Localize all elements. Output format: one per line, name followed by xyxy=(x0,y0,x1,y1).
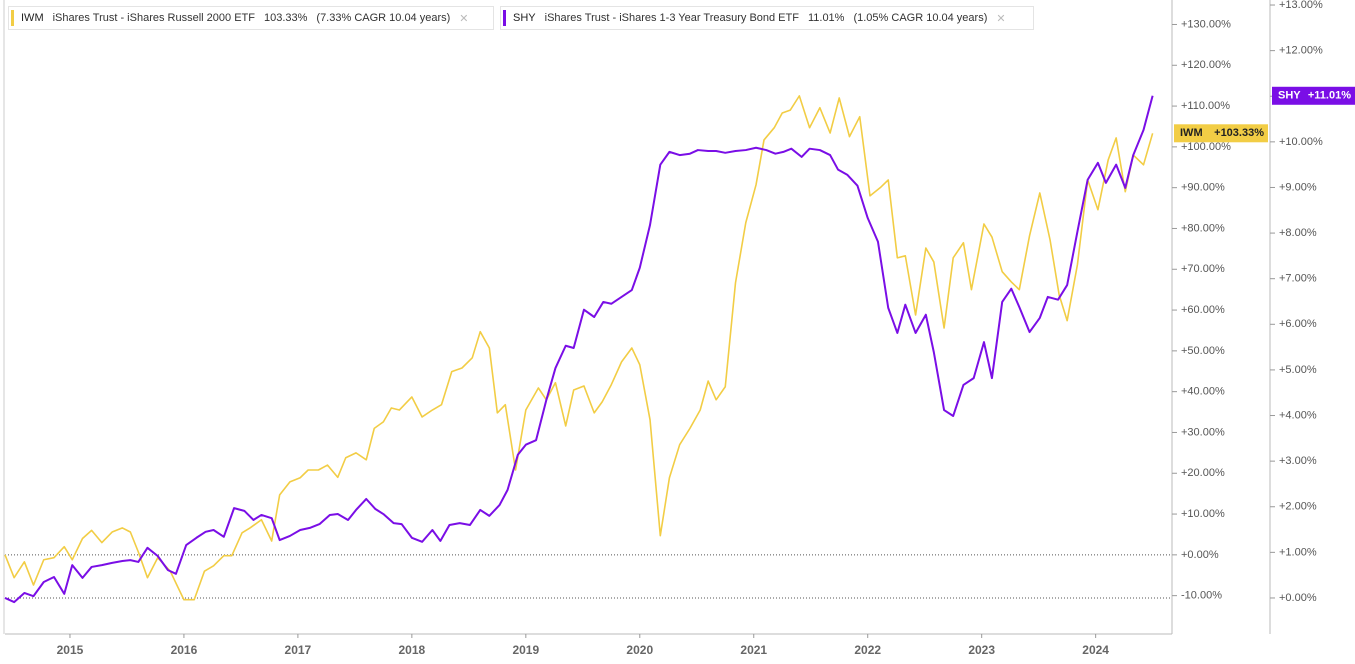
y-tick-label: +80.00% xyxy=(1181,222,1225,234)
x-tick-label: 2020 xyxy=(626,643,653,657)
legend-cagr: (1.05% CAGR 10.04 years) xyxy=(853,12,988,24)
remove-icon[interactable]: ✕ xyxy=(996,12,1006,25)
y-tick-label: +110.00% xyxy=(1181,100,1230,112)
y-tick-label: +0.00% xyxy=(1181,549,1219,561)
x-tick-label: 2017 xyxy=(285,643,312,657)
legend-ticker: IWM xyxy=(21,12,44,24)
y2-tick-label: +9.00% xyxy=(1279,181,1317,193)
last-value-badge xyxy=(1272,86,1355,105)
remove-icon[interactable]: ✕ xyxy=(459,12,469,25)
y2-tick-label: +3.00% xyxy=(1279,455,1317,467)
legend-swatch xyxy=(503,10,506,26)
x-tick-label: 2023 xyxy=(968,643,995,657)
y-tick-label: +60.00% xyxy=(1181,304,1225,316)
y2-tick-label: +13.00% xyxy=(1279,0,1323,11)
y-tick-label: +100.00% xyxy=(1181,141,1231,153)
y-tick-label: +10.00% xyxy=(1181,508,1225,520)
y2-tick-label: +5.00% xyxy=(1279,364,1317,376)
badge-ticker: SHY xyxy=(1278,90,1301,102)
y-tick-label: +30.00% xyxy=(1181,426,1225,438)
y2-tick-label: +8.00% xyxy=(1279,227,1317,239)
series-line xyxy=(4,95,1154,601)
x-tick-label: 2016 xyxy=(171,643,198,657)
x-tick-label: 2022 xyxy=(854,643,881,657)
y2-tick-label: +4.00% xyxy=(1279,409,1317,421)
badge-value: +11.01% xyxy=(1308,90,1351,102)
badge-ticker: IWM xyxy=(1180,127,1203,139)
x-tick-label: 2018 xyxy=(399,643,426,657)
series-line xyxy=(4,95,1154,604)
y-tick-label: -10.00% xyxy=(1181,590,1222,602)
y2-tick-label: +2.00% xyxy=(1279,501,1317,513)
legend-return: 11.01% xyxy=(807,12,845,24)
legend-swatch xyxy=(11,10,14,26)
x-tick-label: 2024 xyxy=(1082,643,1109,657)
y2-tick-label: +10.00% xyxy=(1279,136,1323,148)
legend-ticker: SHY xyxy=(513,12,536,24)
y2-tick-label: +0.00% xyxy=(1279,592,1317,604)
legend-name: iShares Trust - iShares 1-3 Year Treasur… xyxy=(544,12,799,24)
last-value-badge xyxy=(1174,124,1268,143)
y-tick-label: +40.00% xyxy=(1181,386,1225,398)
y-tick-label: +70.00% xyxy=(1181,263,1225,275)
legend-item[interactable]: SHY iShares Trust - iShares 1-3 Year Tre… xyxy=(500,6,1034,30)
legend-item[interactable]: IWM iShares Trust - iShares Russell 2000… xyxy=(8,6,494,30)
legend-return: 103.33% xyxy=(263,12,308,24)
y2-tick-label: +6.00% xyxy=(1279,318,1317,330)
x-tick-label: 2019 xyxy=(512,643,539,657)
legend-cagr: (7.33% CAGR 10.04 years) xyxy=(316,12,451,24)
y-tick-label: +50.00% xyxy=(1181,345,1225,357)
y-tick-label: +90.00% xyxy=(1181,182,1225,194)
y2-tick-label: +1.00% xyxy=(1279,546,1317,558)
legend-name: iShares Trust - iShares Russell 2000 ETF xyxy=(52,12,255,24)
badge-value: +103.33% xyxy=(1214,127,1264,139)
y2-tick-label: +12.00% xyxy=(1279,45,1323,57)
y2-tick-label: +7.00% xyxy=(1279,273,1317,285)
x-tick-label: 2021 xyxy=(740,643,767,657)
y-tick-label: +20.00% xyxy=(1181,467,1225,479)
x-tick-label: 2015 xyxy=(57,643,84,657)
y-tick-label: +120.00% xyxy=(1181,59,1231,71)
y-tick-label: +130.00% xyxy=(1181,18,1231,30)
